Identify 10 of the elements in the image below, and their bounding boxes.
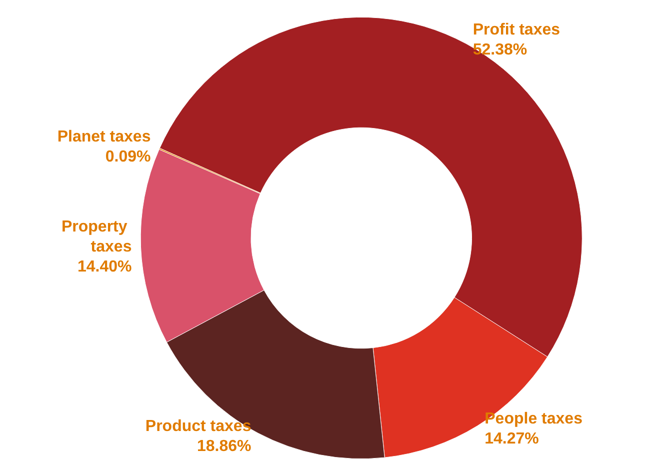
data-label: 14.40% [77, 258, 132, 276]
data-label: 14.27% [484, 430, 539, 448]
slice-label: People taxes [484, 410, 583, 428]
data-label: 0.09% [105, 148, 151, 166]
slice-label: Profit taxes [472, 22, 560, 39]
slice-label: Property taxes [61, 218, 132, 256]
slice-label: Product taxes [145, 418, 252, 436]
slice-label: Planet taxes [57, 128, 151, 146]
data-label: 18.86% [196, 438, 252, 456]
data-label: 52.38% [472, 42, 528, 59]
